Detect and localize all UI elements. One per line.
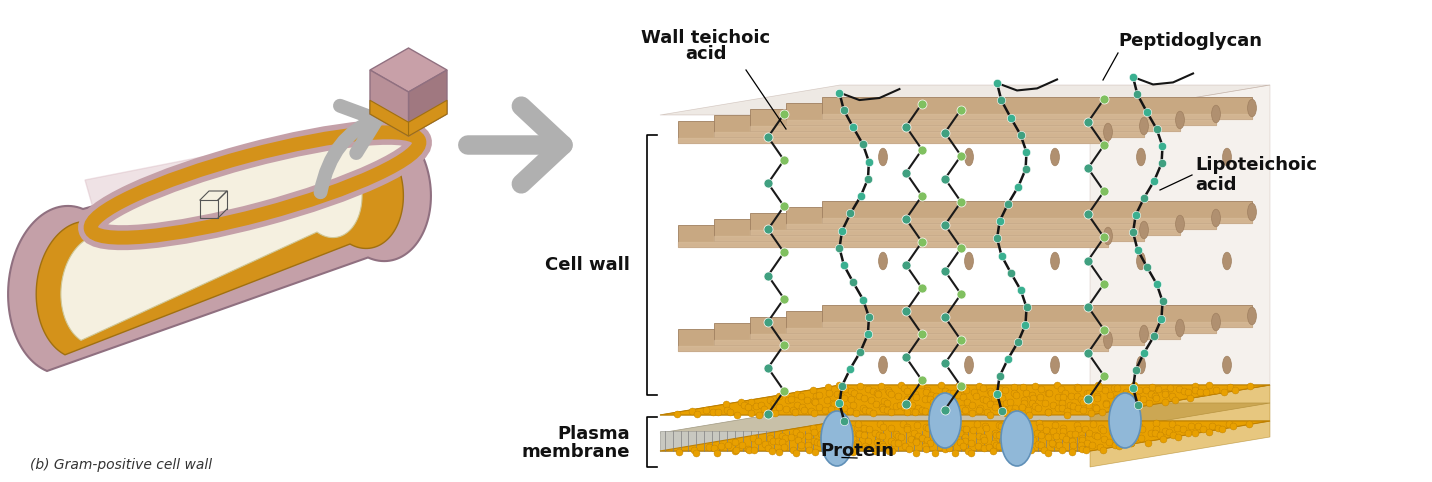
Ellipse shape [1223, 252, 1232, 270]
Ellipse shape [1247, 99, 1256, 117]
Polygon shape [750, 229, 1180, 235]
Polygon shape [715, 236, 1144, 241]
Text: Protein: Protein [821, 442, 894, 460]
Ellipse shape [1108, 393, 1141, 448]
Polygon shape [84, 115, 415, 215]
Ellipse shape [90, 133, 420, 238]
Ellipse shape [1051, 148, 1060, 166]
Polygon shape [786, 103, 1216, 125]
Polygon shape [786, 311, 1216, 333]
Text: Cell wall: Cell wall [546, 256, 630, 274]
Polygon shape [677, 137, 1108, 143]
Polygon shape [786, 224, 1216, 229]
Polygon shape [715, 115, 1144, 137]
Polygon shape [660, 421, 1270, 451]
Ellipse shape [1211, 209, 1220, 227]
Polygon shape [677, 241, 1108, 247]
Ellipse shape [965, 252, 974, 270]
Text: acid: acid [686, 45, 727, 63]
FancyArrowPatch shape [321, 106, 377, 192]
Polygon shape [715, 339, 1144, 345]
Ellipse shape [1176, 215, 1184, 233]
Ellipse shape [1140, 117, 1148, 135]
Polygon shape [369, 100, 408, 136]
Polygon shape [786, 327, 1216, 333]
Ellipse shape [821, 411, 853, 466]
Ellipse shape [1176, 319, 1184, 337]
Polygon shape [822, 305, 1252, 327]
Ellipse shape [965, 148, 974, 166]
Polygon shape [786, 120, 1216, 125]
Polygon shape [715, 323, 1144, 345]
Polygon shape [36, 136, 404, 355]
Text: Lipoteichoic: Lipoteichoic [1194, 156, 1317, 174]
Polygon shape [822, 217, 1252, 223]
Ellipse shape [1223, 148, 1232, 166]
Polygon shape [822, 97, 1252, 119]
Polygon shape [822, 113, 1252, 119]
Polygon shape [715, 132, 1144, 137]
Ellipse shape [1137, 252, 1146, 270]
Text: acid: acid [1194, 176, 1236, 194]
Ellipse shape [1001, 411, 1032, 466]
Polygon shape [677, 329, 1108, 351]
Ellipse shape [1247, 307, 1256, 325]
Polygon shape [822, 321, 1252, 327]
Polygon shape [750, 213, 1180, 235]
Polygon shape [1090, 85, 1270, 415]
Text: (b) Gram-positive cell wall: (b) Gram-positive cell wall [30, 458, 212, 472]
Ellipse shape [965, 356, 974, 374]
Polygon shape [786, 207, 1216, 229]
Text: Peptidoglycan: Peptidoglycan [1118, 32, 1262, 50]
Ellipse shape [1051, 356, 1060, 374]
Polygon shape [9, 122, 431, 371]
Polygon shape [677, 121, 1108, 143]
Text: membrane: membrane [521, 443, 630, 461]
Polygon shape [677, 346, 1108, 351]
Polygon shape [660, 403, 1270, 433]
Polygon shape [369, 70, 408, 136]
Ellipse shape [1104, 123, 1113, 141]
Ellipse shape [1051, 252, 1060, 270]
Polygon shape [369, 48, 447, 92]
Ellipse shape [1247, 203, 1256, 221]
Polygon shape [822, 201, 1252, 223]
Ellipse shape [1211, 313, 1220, 331]
FancyArrowPatch shape [468, 106, 563, 184]
Ellipse shape [879, 252, 888, 270]
Polygon shape [660, 385, 1270, 415]
Ellipse shape [929, 393, 961, 448]
Ellipse shape [1140, 221, 1148, 239]
Ellipse shape [1104, 331, 1113, 349]
Polygon shape [715, 219, 1144, 241]
Ellipse shape [1211, 105, 1220, 123]
Polygon shape [1090, 385, 1270, 467]
Ellipse shape [879, 356, 888, 374]
Polygon shape [660, 431, 1090, 451]
Polygon shape [750, 109, 1180, 131]
Polygon shape [750, 334, 1180, 339]
Polygon shape [660, 385, 1270, 415]
Text: Wall teichoic: Wall teichoic [642, 29, 770, 47]
Ellipse shape [1223, 356, 1232, 374]
Ellipse shape [1104, 227, 1113, 245]
Polygon shape [750, 125, 1180, 131]
Text: Plasma: Plasma [557, 425, 630, 443]
Polygon shape [62, 148, 362, 340]
Polygon shape [660, 85, 1270, 115]
Ellipse shape [1137, 356, 1146, 374]
Polygon shape [660, 421, 1270, 451]
Ellipse shape [1140, 325, 1148, 343]
Polygon shape [408, 100, 447, 136]
Ellipse shape [1176, 111, 1184, 129]
Polygon shape [677, 225, 1108, 247]
Polygon shape [750, 317, 1180, 339]
Polygon shape [408, 70, 447, 136]
Ellipse shape [1137, 148, 1146, 166]
Ellipse shape [879, 148, 888, 166]
